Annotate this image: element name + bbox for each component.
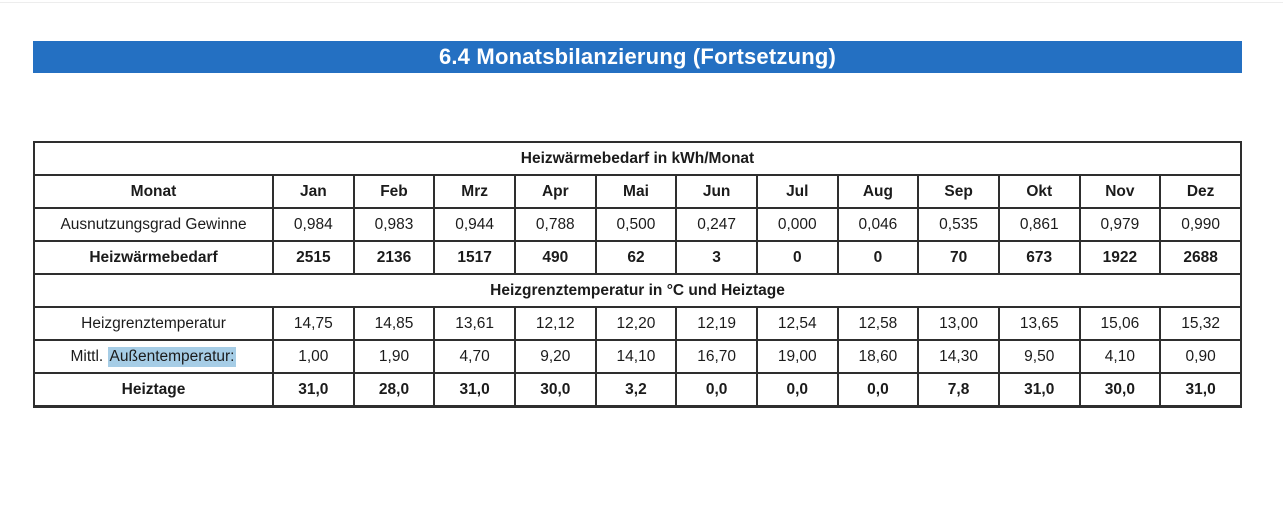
column-header-month: Apr xyxy=(513,174,597,209)
value-cell: 1,00 xyxy=(272,339,355,374)
page-title: 6.4 Monatsbilanzierung (Fortsetzung) xyxy=(438,44,837,69)
table-row: Ausnutzungsgrad Gewinne 0,984 0,983 0,944 0,… xyxy=(33,207,1242,242)
value-cell: 2688 xyxy=(1159,240,1242,275)
value-cell: 0,979 xyxy=(1078,207,1162,242)
value-cell: 31,0 xyxy=(1159,372,1242,408)
value-cell: 14,75 xyxy=(272,306,355,341)
value-cell: 9,20 xyxy=(513,339,597,374)
value-cell: 19,00 xyxy=(755,339,839,374)
value-cell: 13,61 xyxy=(433,306,516,341)
value-cell: 0,944 xyxy=(433,207,516,242)
value-cell: 0 xyxy=(836,240,920,275)
value-cell: 3,2 xyxy=(594,372,678,408)
value-cell: 12,54 xyxy=(755,306,839,341)
value-cell: 0,000 xyxy=(755,207,839,242)
value-cell: 18,60 xyxy=(836,339,920,374)
value-cell: 12,58 xyxy=(836,306,920,341)
value-cell: 30,0 xyxy=(1078,372,1162,408)
table-row: Heiztage 31,0 28,0 31,0 30,0 3,2 0,0 0,0 0,0 7,8 3… xyxy=(33,372,1242,408)
row-label: Ausnutzungsgrad Gewinne xyxy=(33,207,274,242)
value-cell: 0,247 xyxy=(675,207,758,242)
value-cell: 4,10 xyxy=(1078,339,1162,374)
column-header-month: Nov xyxy=(1078,174,1162,209)
value-cell: 14,10 xyxy=(594,339,678,374)
value-cell: 0,500 xyxy=(594,207,678,242)
label-text: Mittl. xyxy=(70,347,108,365)
table-row: Mittl. Außentemperatur: 1,00 1,90 4,70 9,20 1… xyxy=(33,339,1242,374)
value-cell: 0,861 xyxy=(997,207,1081,242)
label-text: Heizgrenztemperatur xyxy=(81,314,226,332)
value-cell: 14,30 xyxy=(917,339,1000,374)
value-cell: 9,50 xyxy=(997,339,1081,374)
value-cell: 14,85 xyxy=(352,306,436,341)
value-cell: 12,20 xyxy=(594,306,678,341)
value-cell: 62 xyxy=(594,240,678,275)
label-text: Heizwärmebedarf xyxy=(89,248,218,266)
value-cell: 673 xyxy=(997,240,1081,275)
value-cell: 31,0 xyxy=(272,372,355,408)
value-cell: 31,0 xyxy=(997,372,1081,408)
column-header-month: Mai xyxy=(594,174,678,209)
value-cell: 12,19 xyxy=(675,306,758,341)
column-header-monat: Monat xyxy=(33,174,274,209)
column-header-month: Jan xyxy=(272,174,355,209)
column-header-row: Monat Jan Feb Mrz Apr Mai Jun Jul Aug Sep Okt Nov De… xyxy=(33,174,1242,209)
table-row: Heizwärmebedarf 2515 2136 1517 490 62 3 0 0 70 673… xyxy=(33,240,1242,275)
value-cell: 4,70 xyxy=(433,339,516,374)
value-cell: 70 xyxy=(917,240,1000,275)
column-header-month: Feb xyxy=(352,174,436,209)
value-cell: 12,12 xyxy=(513,306,597,341)
table-row: Heizgrenztemperatur 14,75 14,85 13,61 12,12 1… xyxy=(33,306,1242,341)
value-cell: 2136 xyxy=(352,240,436,275)
value-cell: 0,990 xyxy=(1159,207,1242,242)
row-label: Heiztage xyxy=(33,372,274,408)
column-header-month: Jul xyxy=(755,174,839,209)
value-cell: 0,0 xyxy=(675,372,758,408)
column-header-month: Jun xyxy=(675,174,758,209)
value-cell: 0,046 xyxy=(836,207,920,242)
row-label: Heizwärmebedarf xyxy=(33,240,274,275)
label-text: Heiztage xyxy=(121,380,186,398)
column-header-month: Dez xyxy=(1159,174,1242,209)
value-cell: 13,65 xyxy=(997,306,1081,341)
value-cell: 1922 xyxy=(1078,240,1162,275)
value-cell: 13,00 xyxy=(917,306,1000,341)
value-cell: 2515 xyxy=(272,240,355,275)
value-cell: 0,535 xyxy=(917,207,1000,242)
value-cell: 490 xyxy=(513,240,597,275)
value-cell: 16,70 xyxy=(675,339,758,374)
value-cell: 0,983 xyxy=(352,207,436,242)
value-cell: 0 xyxy=(755,240,839,275)
value-cell: 1517 xyxy=(433,240,516,275)
row-label: Mittl. Außentemperatur: xyxy=(33,339,274,374)
value-cell: 15,32 xyxy=(1159,306,1242,341)
section-header-row: Heizwärmebedarf in kWh/Monat xyxy=(33,141,1242,176)
monthly-balance-table: Heizwärmebedarf in kWh/Monat Monat Jan Feb M… xyxy=(33,141,1242,408)
section-header-row: Heizgrenztemperatur in °C und Heiztage xyxy=(33,273,1242,308)
section-title-bar: 6.4 Monatsbilanzierung (Fortsetzung) xyxy=(33,41,1242,73)
value-cell: 31,0 xyxy=(433,372,516,408)
column-header-month: Mrz xyxy=(433,174,516,209)
value-cell: 0,788 xyxy=(513,207,597,242)
value-cell: 30,0 xyxy=(513,372,597,408)
label-text: Ausnutzungsgrad Gewinne xyxy=(60,215,247,233)
value-cell: 0,90 xyxy=(1159,339,1242,374)
value-cell: 28,0 xyxy=(352,372,436,408)
scan-artifact-line xyxy=(0,2,1283,3)
column-header-month: Aug xyxy=(836,174,920,209)
highlighted-label-text: Außentemperatur: xyxy=(107,346,237,367)
section-title: Heizgrenztemperatur in °C und Heiztage xyxy=(33,273,1242,308)
value-cell: 0,0 xyxy=(836,372,920,408)
row-label: Heizgrenztemperatur xyxy=(33,306,274,341)
value-cell: 0,984 xyxy=(272,207,355,242)
value-cell: 3 xyxy=(675,240,758,275)
value-cell: 7,8 xyxy=(917,372,1000,408)
column-header-month: Okt xyxy=(997,174,1081,209)
value-cell: 0,0 xyxy=(755,372,839,408)
value-cell: 1,90 xyxy=(352,339,436,374)
column-header-month: Sep xyxy=(917,174,1000,209)
value-cell: 15,06 xyxy=(1078,306,1162,341)
section-title: Heizwärmebedarf in kWh/Monat xyxy=(33,141,1242,176)
